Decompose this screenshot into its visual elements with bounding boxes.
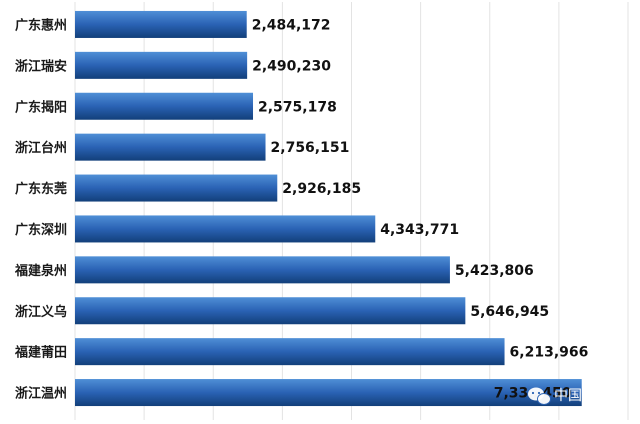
category-label: 福建泉州: [14, 263, 67, 279]
bar: [75, 10, 247, 38]
bar: [75, 133, 266, 161]
bar: [75, 51, 248, 79]
category-label: 广东揭阳: [15, 99, 67, 115]
category-label: 广东惠州: [15, 17, 67, 33]
category-label: 福建莆田: [14, 345, 67, 361]
category-label: 浙江台州: [15, 140, 67, 156]
bar: [75, 174, 278, 202]
bar: [75, 379, 582, 407]
watermark-text: 中国皮革: [554, 388, 610, 404]
value-labels: 2,484,172 2,490,230 2,575,178 2,756,151 2,92…: [252, 17, 589, 401]
wechat-icon: [528, 387, 551, 405]
value-label: 2,490,230: [252, 58, 331, 74]
bar: [75, 256, 450, 284]
value-label: 2,756,151: [271, 140, 350, 156]
value-label: 6,213,966: [510, 345, 589, 361]
bar: [75, 92, 254, 120]
value-label: 5,423,806: [455, 263, 534, 279]
value-label: 2,575,178: [258, 99, 337, 115]
bar: [75, 297, 466, 325]
category-label: 浙江义乌: [15, 304, 67, 320]
value-label: 5,646,945: [470, 304, 549, 320]
category-label: 浙江瑞安: [15, 58, 67, 74]
category-label: 广东东莞: [15, 181, 67, 197]
value-label: 4,343,771: [380, 222, 459, 238]
watermark: 中国皮革: [528, 387, 610, 405]
category-label: 广东深圳: [15, 222, 67, 238]
category-label: 浙江温州: [15, 386, 67, 402]
value-label: 2,484,172: [252, 17, 331, 33]
bar: [75, 338, 505, 366]
bar: [75, 215, 376, 243]
value-label: 2,926,185: [282, 181, 361, 197]
bars: [75, 10, 582, 407]
